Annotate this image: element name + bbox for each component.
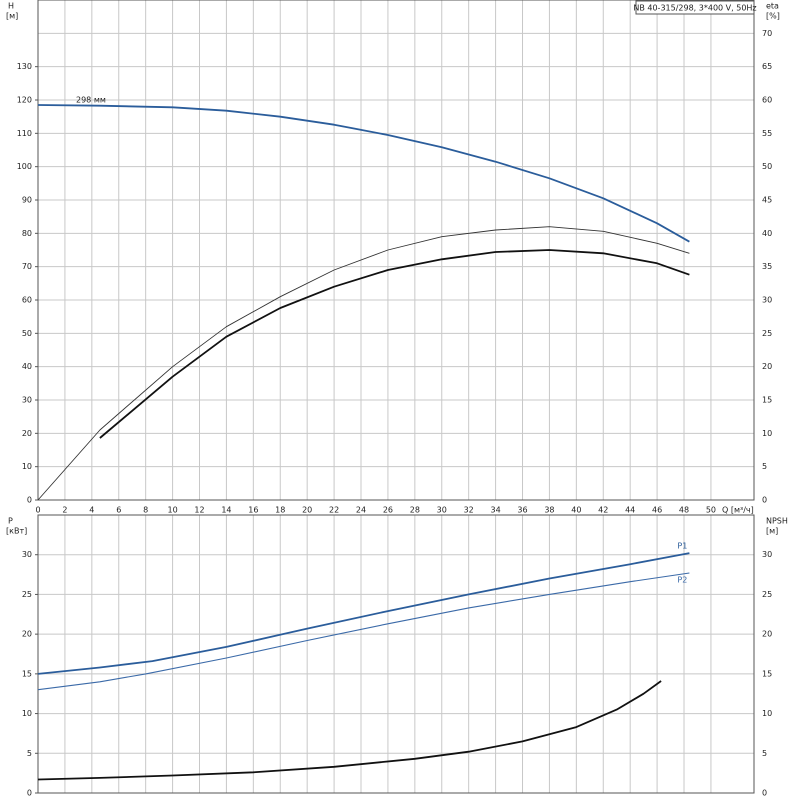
y-tick-label: 50 [22, 329, 32, 338]
x-tick-label: 34 [491, 506, 501, 515]
y2-tick-label: 25 [762, 329, 772, 338]
series-line [37, 552, 690, 675]
x-tick-label: 10 [167, 506, 177, 515]
x-tick-label: 38 [544, 506, 554, 515]
y-tick-label: 25 [22, 590, 32, 599]
y-tick-label: 20 [22, 429, 32, 438]
y2-axis-unit: [%] [766, 12, 780, 21]
x-tick-label: 44 [625, 506, 635, 515]
y-tick-label: 70 [22, 262, 32, 271]
y-tick-label: 80 [22, 229, 32, 238]
y-axis-unit: [кВт] [6, 527, 27, 536]
series-line [99, 249, 690, 439]
y2-tick-label: 30 [762, 296, 772, 305]
series-label: P1 [677, 542, 687, 551]
y2-tick-label: 30 [762, 550, 772, 559]
x-tick-label: 16 [248, 506, 258, 515]
y2-tick-label: 25 [762, 590, 772, 599]
y2-tick-label: 20 [762, 362, 772, 371]
x-tick-label: 30 [437, 506, 447, 515]
y-tick-label: 40 [22, 362, 32, 371]
y-tick-label: 120 [17, 96, 32, 105]
plot-frame [37, 514, 755, 794]
y2-axis-unit: [м] [766, 527, 778, 536]
x-axis-label: Q [м³/ч] [722, 506, 754, 515]
x-tick-label: 8 [143, 506, 148, 515]
y2-tick-label: 65 [762, 62, 772, 71]
y-tick-label: 110 [17, 129, 32, 138]
y-tick-label: 5 [27, 749, 32, 758]
y2-tick-label: 5 [762, 462, 767, 471]
x-tick-label: 42 [598, 506, 608, 515]
y2-axis-label: eta [766, 2, 779, 11]
y2-tick-label: 5 [762, 749, 767, 758]
x-tick-label: 48 [679, 506, 689, 515]
x-tick-label: 46 [652, 506, 662, 515]
series-line [37, 572, 690, 691]
y-tick-label: 30 [22, 396, 32, 405]
x-tick-label: 20 [302, 506, 312, 515]
x-tick-label: 12 [194, 506, 204, 515]
plot-frame [37, 0, 755, 501]
y-tick-label: 90 [22, 196, 32, 205]
y-tick-label: 10 [22, 709, 32, 718]
y2-axis-label: NPSH [766, 517, 788, 526]
series-line [37, 226, 690, 501]
title-box [635, 0, 755, 15]
y2-tick-label: 60 [762, 96, 772, 105]
y-axis-label: H [8, 2, 14, 11]
y-tick-label: 0 [27, 789, 32, 798]
x-tick-label: 32 [464, 506, 474, 515]
chart-title: NB 40-315/298, 3*400 V, 50Hz [633, 4, 756, 13]
x-tick-label: 6 [116, 506, 121, 515]
x-tick-label: 26 [383, 506, 393, 515]
y2-tick-label: 70 [762, 29, 772, 38]
series-label: 298 мм [76, 96, 106, 105]
y2-tick-label: 45 [762, 196, 772, 205]
x-tick-label: 36 [517, 506, 527, 515]
y2-tick-label: 10 [762, 709, 772, 718]
x-tick-label: 18 [275, 506, 285, 515]
x-tick-label: 50 [706, 506, 716, 515]
y2-tick-label: 15 [762, 669, 772, 678]
y-axis-label: P [8, 517, 13, 526]
y2-tick-label: 40 [762, 229, 772, 238]
x-tick-label: 28 [410, 506, 420, 515]
y-tick-label: 100 [17, 162, 32, 171]
y2-tick-label: 20 [762, 630, 772, 639]
x-tick-label: 4 [89, 506, 94, 515]
x-tick-label: 40 [571, 506, 581, 515]
y-tick-label: 0 [27, 496, 32, 505]
x-tick-label: 24 [356, 506, 366, 515]
y2-tick-label: 0 [762, 789, 767, 798]
y2-tick-label: 50 [762, 162, 772, 171]
y2-tick-label: 10 [762, 429, 772, 438]
y-tick-label: 30 [22, 550, 32, 559]
y2-tick-label: 35 [762, 262, 772, 271]
x-tick-label: 2 [62, 506, 67, 515]
y-tick-label: 10 [22, 462, 32, 471]
y2-tick-label: 15 [762, 396, 772, 405]
x-tick-label: 22 [329, 506, 339, 515]
x-tick-label: 0 [35, 506, 40, 515]
series-line [37, 680, 662, 781]
x-tick-label: 14 [221, 506, 231, 515]
y-tick-label: 130 [17, 62, 32, 71]
y-axis-unit: [м] [6, 12, 18, 21]
series-line [37, 104, 690, 243]
series-label: P2 [677, 575, 687, 584]
y2-tick-label: 0 [762, 496, 767, 505]
y2-tick-label: 55 [762, 129, 772, 138]
y-tick-label: 20 [22, 630, 32, 639]
y-tick-label: 15 [22, 669, 32, 678]
y-tick-label: 60 [22, 296, 32, 305]
